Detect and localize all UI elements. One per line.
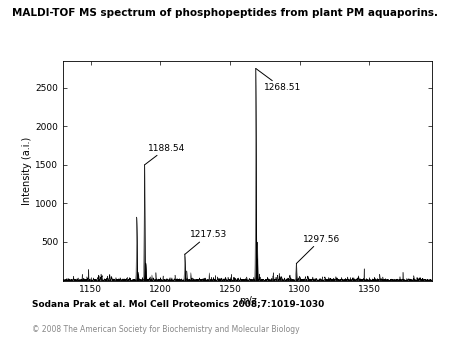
X-axis label: m/z: m/z	[238, 296, 256, 306]
Text: 1297.56: 1297.56	[296, 235, 340, 264]
Y-axis label: Intensity (a.i.): Intensity (a.i.)	[22, 137, 32, 205]
Text: 1268.51: 1268.51	[256, 69, 301, 93]
Text: 1188.54: 1188.54	[144, 144, 185, 165]
Text: © 2008 The American Society for Biochemistry and Molecular Biology: © 2008 The American Society for Biochemi…	[32, 325, 299, 334]
Text: 1217.53: 1217.53	[185, 230, 227, 254]
Text: MALDI-TOF MS spectrum of phosphopeptides from plant PM aquaporins.: MALDI-TOF MS spectrum of phosphopeptides…	[12, 8, 438, 19]
Text: Sodana Prak et al. Mol Cell Proteomics 2008;7:1019-1030: Sodana Prak et al. Mol Cell Proteomics 2…	[32, 299, 324, 308]
